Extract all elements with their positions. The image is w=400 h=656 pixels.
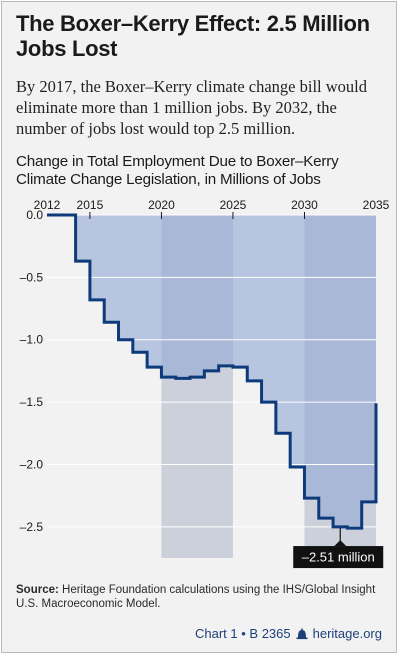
y-tick-label: –0.5 bbox=[20, 270, 44, 284]
annotation-pointer bbox=[334, 540, 347, 547]
chart-title: Change in Total Employment Due to Boxer–… bbox=[16, 153, 339, 188]
x-tick-label: 2020 bbox=[148, 198, 175, 212]
jobs-line bbox=[47, 213, 378, 530]
annotation-box bbox=[293, 546, 384, 569]
chart-subtitle: By 2017, the Boxer–Kerry climate change … bbox=[16, 77, 367, 138]
y-tick-label: –2.0 bbox=[20, 457, 44, 471]
x-tick-label: 2035 bbox=[363, 198, 390, 212]
area-band-1 bbox=[304, 215, 376, 558]
y-tick-label: –1.5 bbox=[20, 395, 44, 409]
annotation-label: –2.51 million bbox=[302, 550, 375, 565]
area-band-0 bbox=[161, 215, 233, 558]
x-tick-label: 2025 bbox=[220, 198, 247, 212]
x-tick-label: 2012 bbox=[34, 198, 61, 212]
heritage-link[interactable]: heritage.org bbox=[312, 626, 382, 641]
y-tick-label: –1.0 bbox=[20, 333, 44, 347]
employment-chart: 0.0 –0.5 –1.0 –1.5 –2.0 –2.5 2012 2015 2020 2025… bbox=[20, 198, 390, 569]
y-tick-label: 0.0 bbox=[26, 208, 43, 222]
liberty-bell-icon bbox=[296, 627, 308, 639]
source-note: Source: Heritage Foundation calculations… bbox=[16, 583, 388, 611]
jobs-area bbox=[47, 215, 376, 529]
source-label: Source: bbox=[16, 584, 59, 596]
x-tick-label: 2030 bbox=[291, 198, 318, 212]
footer: Chart 1 • B 2365 heritage.org bbox=[195, 626, 382, 641]
chart-reference: Chart 1 • B 2365 bbox=[195, 626, 291, 641]
y-tick-label: –2.5 bbox=[20, 520, 44, 534]
source-text: Heritage Foundation calculations using t… bbox=[16, 584, 376, 610]
page-title: The Boxer–Kerry Effect: 2.5 Million Jobs… bbox=[16, 11, 370, 61]
x-tick-label: 2015 bbox=[77, 198, 104, 212]
